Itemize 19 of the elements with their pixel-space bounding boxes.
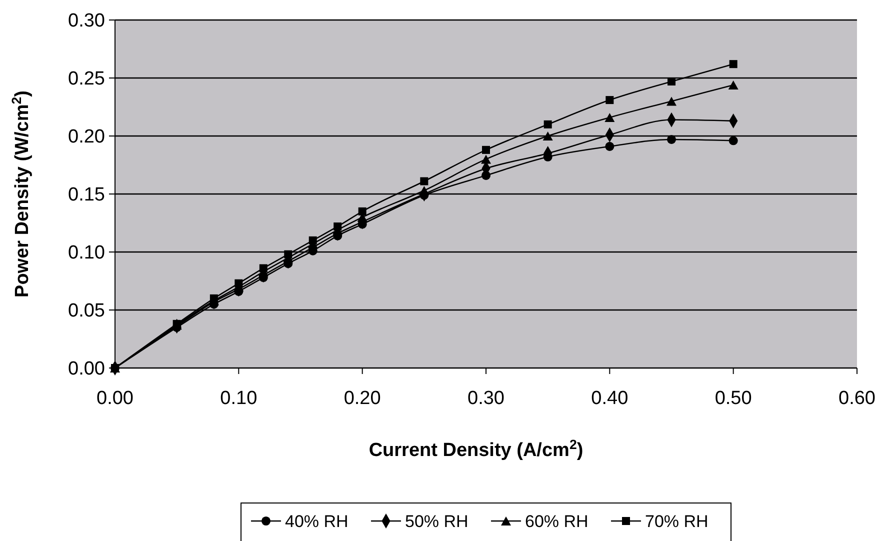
legend-label: 70% RH (645, 512, 708, 531)
y-tick-label: 0.20 (68, 126, 105, 148)
x-axis-title: Current Density (A/cm$^{2}$) (368, 436, 584, 461)
x-tick-label: 0.10 (220, 388, 258, 409)
x-tick-label: 0.20 (344, 388, 381, 409)
legend-label: 40% RH (285, 512, 348, 531)
x-tick-label: 0.40 (591, 388, 628, 409)
y-tick-label: 0.15 (68, 184, 105, 206)
y-tick-label: 0.30 (68, 10, 105, 32)
y-tick-label: 0.10 (68, 242, 105, 264)
legend-label: 50% RH (405, 512, 468, 531)
y-tick-label: 0.00 (68, 358, 105, 380)
x-tick-label: 0.00 (96, 388, 134, 409)
x-tick-label: 0.50 (714, 388, 752, 409)
y-tick-label: 0.25 (68, 68, 105, 90)
x-tick-label: 0.60 (838, 388, 876, 409)
y-tick-label: 0.05 (68, 300, 105, 322)
legend-label: 60% RH (525, 512, 588, 531)
x-tick-label: 0.30 (468, 388, 504, 409)
